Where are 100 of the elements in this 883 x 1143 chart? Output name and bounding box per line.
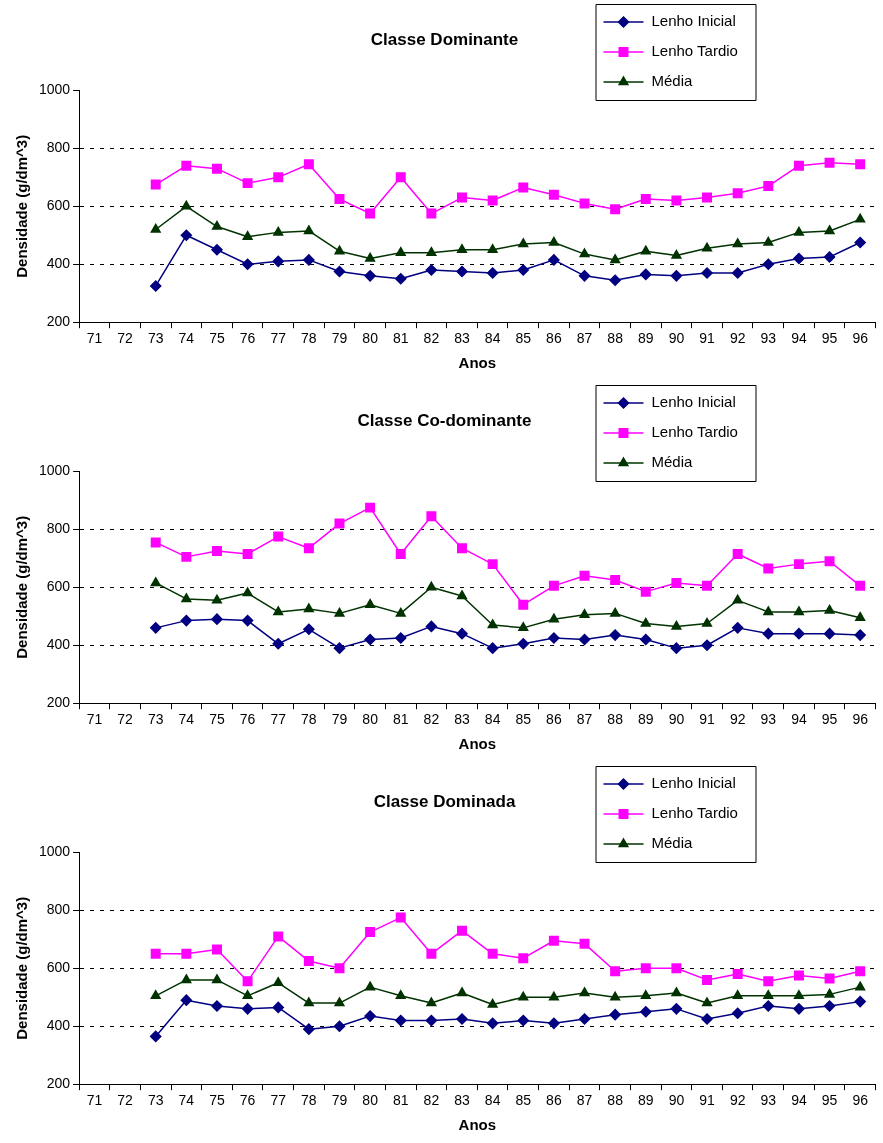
point bbox=[303, 225, 314, 235]
point bbox=[610, 575, 621, 586]
point bbox=[671, 195, 682, 206]
point bbox=[548, 254, 560, 266]
point bbox=[701, 1013, 713, 1025]
x-tick-label: 71 bbox=[86, 1092, 103, 1109]
point bbox=[578, 1013, 591, 1025]
point bbox=[364, 1010, 376, 1022]
point bbox=[579, 987, 590, 997]
x-tick-label: 88 bbox=[607, 1092, 624, 1109]
point bbox=[150, 537, 161, 548]
x-tick-label: 90 bbox=[668, 711, 685, 728]
point bbox=[303, 997, 314, 1007]
point bbox=[793, 226, 805, 236]
x-tick-label: 77 bbox=[270, 330, 287, 347]
x-tick-label: 77 bbox=[270, 1092, 287, 1109]
x-tick-label: 81 bbox=[392, 711, 409, 728]
x-tick-label: 81 bbox=[392, 330, 409, 347]
point bbox=[762, 1000, 775, 1012]
point bbox=[732, 238, 743, 248]
legend-label: Média bbox=[651, 72, 694, 90]
point bbox=[701, 267, 713, 279]
point bbox=[671, 963, 682, 974]
point bbox=[211, 944, 222, 955]
x-tick-label: 87 bbox=[576, 330, 593, 347]
x-tick-label: 80 bbox=[362, 711, 379, 728]
point bbox=[426, 997, 437, 1007]
point bbox=[395, 172, 406, 183]
point bbox=[824, 604, 835, 614]
x-tick-label: 93 bbox=[760, 330, 777, 347]
point bbox=[211, 974, 223, 984]
point bbox=[824, 157, 835, 168]
point bbox=[273, 977, 284, 987]
x-tick-label: 89 bbox=[637, 330, 654, 347]
x-tick-label: 77 bbox=[270, 711, 287, 728]
point bbox=[303, 623, 315, 636]
y-tick-label: 600 bbox=[46, 959, 71, 976]
point bbox=[242, 178, 253, 189]
y-tick-label: 1000 bbox=[38, 843, 71, 860]
point bbox=[456, 627, 468, 640]
point bbox=[181, 974, 192, 984]
x-axis-title: Anos bbox=[458, 354, 497, 372]
point bbox=[211, 546, 222, 557]
x-tick-label: 91 bbox=[699, 711, 716, 728]
point bbox=[548, 1017, 560, 1030]
x-tick-label: 80 bbox=[362, 330, 379, 347]
point bbox=[823, 1000, 836, 1012]
point bbox=[487, 948, 498, 959]
x-tick-label: 72 bbox=[117, 711, 134, 728]
point bbox=[211, 163, 222, 174]
point bbox=[425, 620, 438, 633]
x-tick-label: 95 bbox=[821, 1092, 838, 1109]
point bbox=[855, 611, 866, 621]
x-tick-label: 95 bbox=[821, 711, 838, 728]
point bbox=[640, 633, 652, 646]
x-tick-label: 71 bbox=[86, 330, 103, 347]
x-tick-label: 82 bbox=[423, 330, 440, 347]
point bbox=[180, 994, 193, 1006]
point bbox=[609, 274, 621, 286]
point bbox=[303, 543, 314, 554]
point bbox=[487, 559, 498, 570]
point bbox=[425, 1014, 438, 1027]
point bbox=[457, 192, 467, 203]
x-tick-label: 83 bbox=[454, 711, 470, 728]
x-tick-label: 75 bbox=[209, 330, 225, 347]
point bbox=[731, 267, 744, 279]
point bbox=[333, 642, 346, 654]
point bbox=[364, 270, 376, 282]
point bbox=[303, 956, 314, 967]
point bbox=[701, 617, 713, 627]
x-tick-label: 79 bbox=[331, 711, 348, 728]
point bbox=[823, 251, 836, 263]
point bbox=[395, 912, 406, 923]
point bbox=[364, 633, 376, 646]
legend-label: Lenho Tardio bbox=[651, 42, 738, 60]
x-tick-label: 92 bbox=[729, 1092, 746, 1109]
point bbox=[701, 639, 713, 651]
point bbox=[181, 551, 192, 562]
point bbox=[548, 991, 559, 1001]
point bbox=[671, 577, 682, 588]
point bbox=[181, 948, 192, 959]
legend-label: Lenho Inicial bbox=[651, 393, 736, 411]
point bbox=[610, 607, 621, 617]
point bbox=[762, 627, 775, 640]
point bbox=[457, 543, 467, 554]
point bbox=[150, 179, 161, 190]
x-tick-label: 90 bbox=[668, 330, 685, 347]
point bbox=[793, 160, 804, 171]
point bbox=[365, 208, 376, 219]
point bbox=[273, 226, 284, 236]
point bbox=[517, 1014, 530, 1027]
point bbox=[149, 1030, 162, 1043]
point bbox=[701, 997, 713, 1007]
point bbox=[150, 990, 161, 1000]
point bbox=[272, 1001, 284, 1014]
y-tick-label: 200 bbox=[46, 694, 71, 711]
x-tick-label: 78 bbox=[301, 1092, 317, 1109]
x-tick-label: 89 bbox=[637, 1092, 654, 1109]
y-tick-label: 400 bbox=[46, 1017, 71, 1034]
x-tick-label: 71 bbox=[86, 711, 103, 728]
